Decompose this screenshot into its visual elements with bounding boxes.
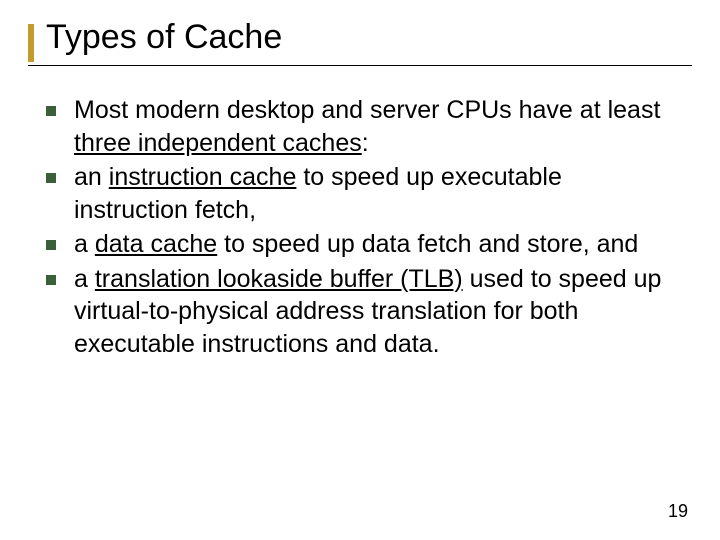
title-underline: [28, 65, 692, 66]
list-item: Most modern desktop and server CPUs have…: [46, 94, 682, 159]
bullet-text: a translation lookaside buffer (TLB) use…: [74, 263, 682, 361]
bullet-icon: [46, 240, 56, 250]
slide: Types of Cache Most modern desktop and s…: [0, 0, 720, 540]
slide-title: Types of Cache: [28, 18, 692, 63]
text-pre: Most modern desktop and server CPUs have…: [74, 96, 660, 124]
content-area: Most modern desktop and server CPUs have…: [28, 94, 692, 360]
text-underlined: translation lookaside buffer (TLB): [95, 265, 463, 293]
title-accent-bar: [28, 24, 34, 62]
text-post: to speed up data fetch and store, and: [217, 230, 638, 258]
list-item: a data cache to speed up data fetch and …: [46, 228, 682, 261]
text-underlined: data cache: [95, 230, 217, 258]
list-item: a translation lookaside buffer (TLB) use…: [46, 263, 682, 361]
page-number: 19: [668, 501, 688, 522]
list-item: an instruction cache to speed up executa…: [46, 161, 682, 226]
bullet-text: Most modern desktop and server CPUs have…: [74, 94, 682, 159]
text-pre: a: [74, 230, 95, 258]
bullet-text: a data cache to speed up data fetch and …: [74, 228, 638, 261]
title-area: Types of Cache: [28, 18, 692, 66]
bullet-text: an instruction cache to speed up executa…: [74, 161, 682, 226]
bullet-icon: [46, 173, 56, 183]
text-pre: an: [74, 163, 109, 191]
bullet-icon: [46, 106, 56, 116]
bullet-icon: [46, 275, 56, 285]
text-post: :: [362, 129, 369, 157]
text-pre: a: [74, 265, 95, 293]
text-underlined: three independent caches: [74, 129, 362, 157]
text-underlined: instruction cache: [109, 163, 297, 191]
